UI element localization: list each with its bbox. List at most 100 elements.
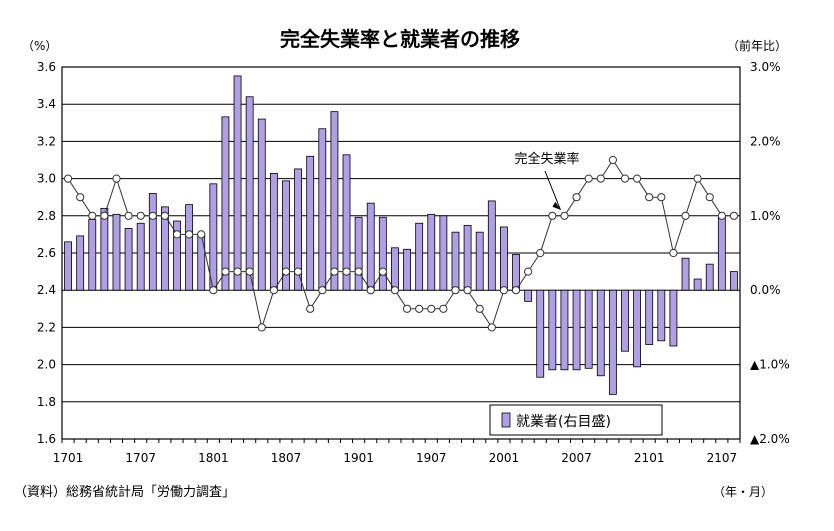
bar xyxy=(717,216,726,291)
line-marker xyxy=(475,304,484,313)
y-right-tick-label: 2.0% xyxy=(750,134,781,148)
bar xyxy=(584,289,593,369)
line-marker xyxy=(378,267,387,276)
y-left-tick-label: 2.2 xyxy=(37,320,56,334)
bar xyxy=(621,289,629,352)
bar xyxy=(487,200,496,291)
line-marker xyxy=(148,211,157,220)
bar xyxy=(342,154,351,291)
bar xyxy=(88,219,97,291)
line-marker xyxy=(197,230,206,239)
line-marker xyxy=(427,304,436,313)
bar xyxy=(705,263,714,291)
right-axis-unit: （前年比） xyxy=(727,38,787,53)
line-marker xyxy=(100,211,109,220)
bar xyxy=(512,254,520,291)
y-right-tick-label: 3.0% xyxy=(750,60,781,74)
bar xyxy=(657,289,666,342)
line-marker xyxy=(645,193,654,202)
line-marker xyxy=(463,286,472,295)
line-marker xyxy=(233,267,242,276)
bar xyxy=(499,226,508,291)
line-marker xyxy=(451,286,460,295)
line-marker xyxy=(681,211,690,220)
line-marker xyxy=(669,248,678,258)
bar xyxy=(536,289,545,378)
line-marker xyxy=(415,304,424,313)
bar xyxy=(245,96,254,291)
y-left-tick-label: 2.8 xyxy=(37,209,56,223)
x-tick-label: 1801 xyxy=(198,451,229,465)
bar xyxy=(282,180,290,291)
y-right-tick-label: 0.0% xyxy=(750,283,781,297)
line-marker xyxy=(705,193,714,202)
line-marker xyxy=(402,304,412,313)
bar xyxy=(330,111,339,291)
bar xyxy=(596,289,605,377)
x-tick-label: 1901 xyxy=(343,451,374,465)
bar xyxy=(306,155,315,291)
line-marker xyxy=(560,211,569,220)
y-left-tick-label: 1.6 xyxy=(37,432,56,446)
line-marker xyxy=(160,211,170,220)
bar xyxy=(354,216,363,291)
line-marker xyxy=(717,211,726,220)
bar xyxy=(427,213,436,291)
line-marker xyxy=(693,174,702,183)
line-marker xyxy=(318,286,327,295)
bar xyxy=(100,207,109,291)
bar xyxy=(136,222,145,291)
bar xyxy=(669,289,678,347)
bar xyxy=(148,193,157,291)
line-marker xyxy=(487,323,496,332)
y-left-tick-label: 1.8 xyxy=(37,395,56,409)
x-tick-label: 1807 xyxy=(271,451,302,465)
x-tick-label: 1701 xyxy=(53,451,84,465)
line-marker xyxy=(63,174,73,183)
y-left-tick-label: 3.0 xyxy=(37,172,56,186)
line-marker xyxy=(257,323,266,332)
bar xyxy=(451,231,460,291)
line-marker xyxy=(632,174,642,183)
y-right-tick-label: 1.0% xyxy=(750,209,781,223)
bar xyxy=(463,225,472,291)
line-marker xyxy=(269,286,278,295)
bar xyxy=(257,118,266,291)
line-marker xyxy=(124,211,133,220)
line-marker xyxy=(596,174,605,183)
chart-title: 完全失業率と就業者の推移 xyxy=(280,27,520,51)
line-marker xyxy=(390,286,400,295)
y-left-tick-label: 2.4 xyxy=(37,283,56,297)
bar xyxy=(730,271,738,291)
bar xyxy=(560,289,569,371)
y-left-tick-label: 2.0 xyxy=(37,358,56,372)
bar xyxy=(233,75,242,291)
bar xyxy=(160,206,169,291)
bar xyxy=(269,172,278,291)
bar xyxy=(439,215,448,291)
line-marker xyxy=(221,267,230,276)
x-tick-label: 1707 xyxy=(125,451,156,465)
line-marker xyxy=(136,211,145,220)
bar xyxy=(221,116,230,291)
bar xyxy=(378,216,387,291)
y-left-tick-label: 3.4 xyxy=(37,97,56,111)
line-marker xyxy=(608,155,617,165)
x-tick-label: 2101 xyxy=(634,451,665,465)
legend-swatch xyxy=(501,412,511,428)
y-left-tick-label: 3.6 xyxy=(37,60,56,74)
line-marker xyxy=(572,193,581,202)
x-tick-label: 2107 xyxy=(707,451,738,465)
line-marker xyxy=(342,267,351,276)
bar xyxy=(124,228,133,291)
x-tick-label: 2007 xyxy=(561,451,592,465)
bar xyxy=(64,241,72,291)
line-marker xyxy=(354,267,363,276)
legend-label: 就業者(右目盛) xyxy=(516,414,611,430)
line-marker xyxy=(88,211,97,220)
line-marker xyxy=(281,267,291,276)
y-left-tick-label: 2.6 xyxy=(37,246,56,260)
x-axis-unit: （年・月） xyxy=(713,485,773,499)
